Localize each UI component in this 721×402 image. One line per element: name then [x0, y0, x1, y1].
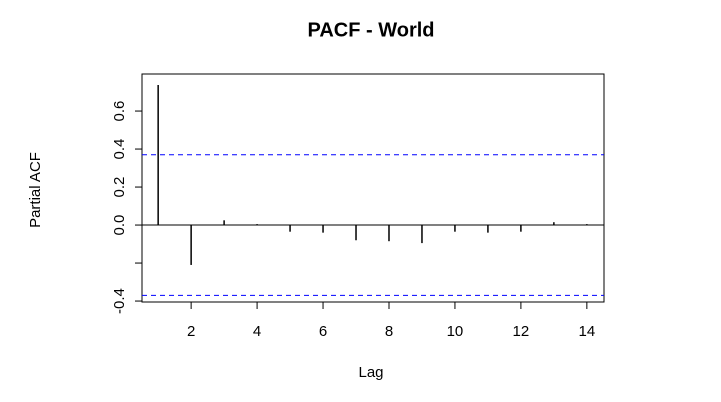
y-tick-label: 0.0 — [111, 215, 128, 236]
plot-frame — [141, 73, 605, 303]
x-tick-label: 10 — [447, 323, 464, 340]
y-tick-label: 0.2 — [111, 177, 128, 198]
x-tick-label: 6 — [319, 323, 327, 340]
x-tick-label: 12 — [513, 323, 530, 340]
x-tick-label: 14 — [579, 323, 596, 340]
x-tick-label: 8 — [385, 323, 393, 340]
y-tick-label: 0.6 — [111, 101, 128, 122]
x-axis-label: Lag — [358, 364, 383, 381]
x-tick-label: 2 — [187, 323, 195, 340]
y-tick-label: 0.4 — [111, 139, 128, 160]
x-tick-label: 4 — [253, 323, 261, 340]
y-tick-label: -0.4 — [111, 288, 128, 314]
y-axis-label: Partial ACF — [27, 152, 44, 228]
chart-title: PACF - World — [307, 19, 434, 41]
